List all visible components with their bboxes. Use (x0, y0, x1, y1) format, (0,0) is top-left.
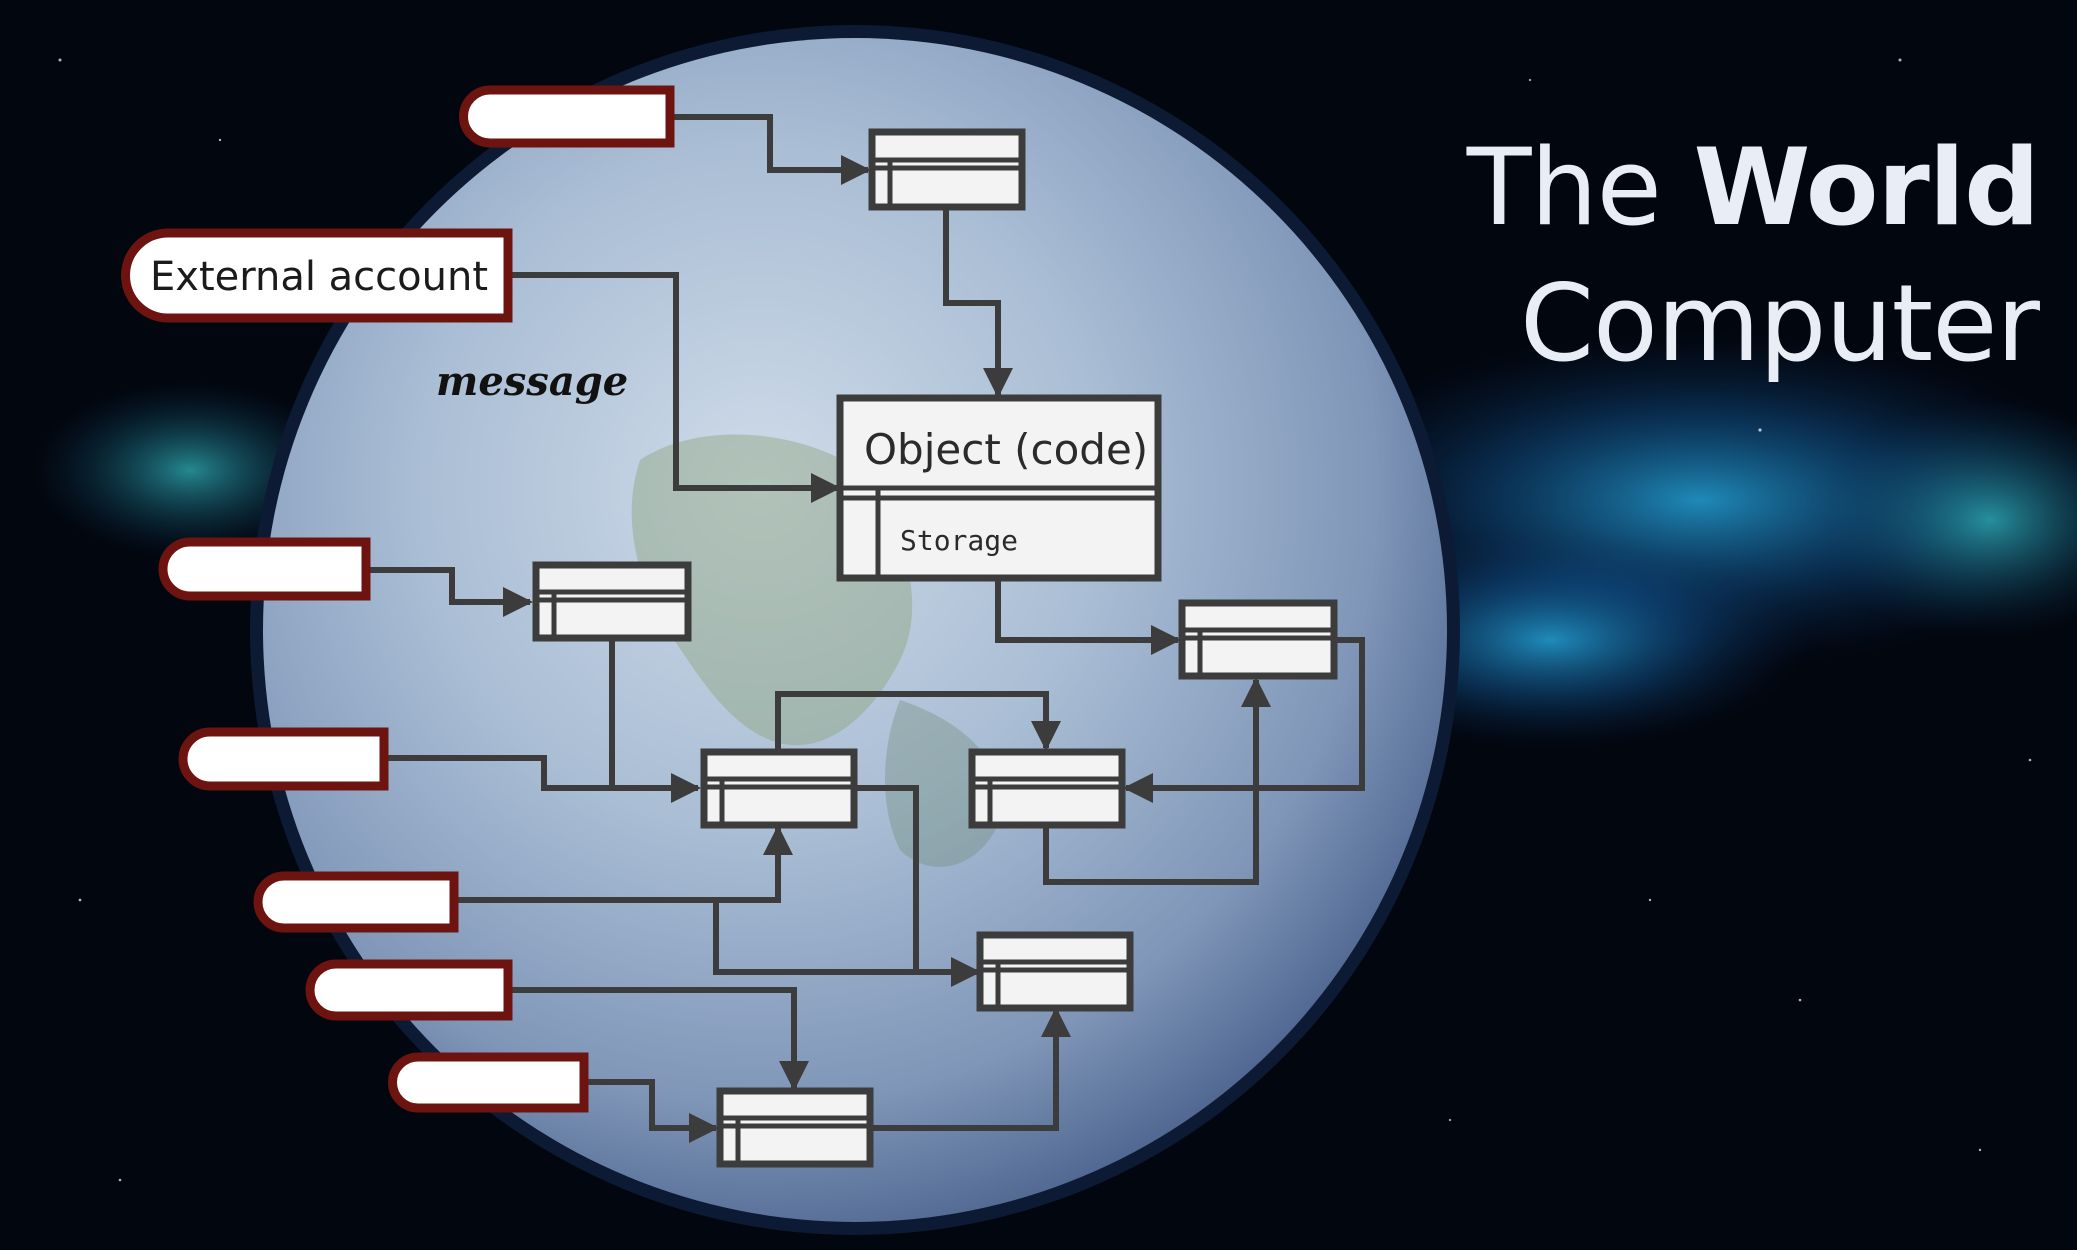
contract-box (976, 931, 1134, 1012)
contract-object-box: Object (code) Storage (836, 394, 1162, 582)
account-shape (305, 959, 513, 1021)
message-label: message (436, 358, 628, 405)
contract-box (532, 561, 692, 642)
title-the: The (1466, 126, 1694, 249)
contract-box (868, 128, 1026, 211)
contract-box (1178, 599, 1338, 680)
contract-box (968, 748, 1126, 829)
title-line-1: The World (1466, 120, 2040, 256)
object-title: Object (code) (864, 425, 1148, 474)
contract-boxes (532, 128, 1338, 1168)
account-shape (158, 537, 371, 601)
external-accounts (121, 85, 675, 1113)
contract-box (700, 748, 858, 829)
account-shape (121, 228, 513, 323)
account-shape (459, 85, 675, 148)
account-shape (178, 727, 389, 791)
connector-arrows (366, 114, 1365, 1143)
earth-globe (250, 25, 1460, 1235)
contract-box (716, 1087, 874, 1168)
slide-title: The World Computer (1466, 120, 2040, 392)
object-storage-label: Storage (900, 524, 1018, 557)
account-shape (253, 871, 459, 933)
account-shape (388, 1052, 589, 1113)
external-account-label: External account (150, 254, 488, 300)
title-line-2: Computer (1520, 262, 2040, 385)
title-world: World (1693, 126, 2040, 249)
